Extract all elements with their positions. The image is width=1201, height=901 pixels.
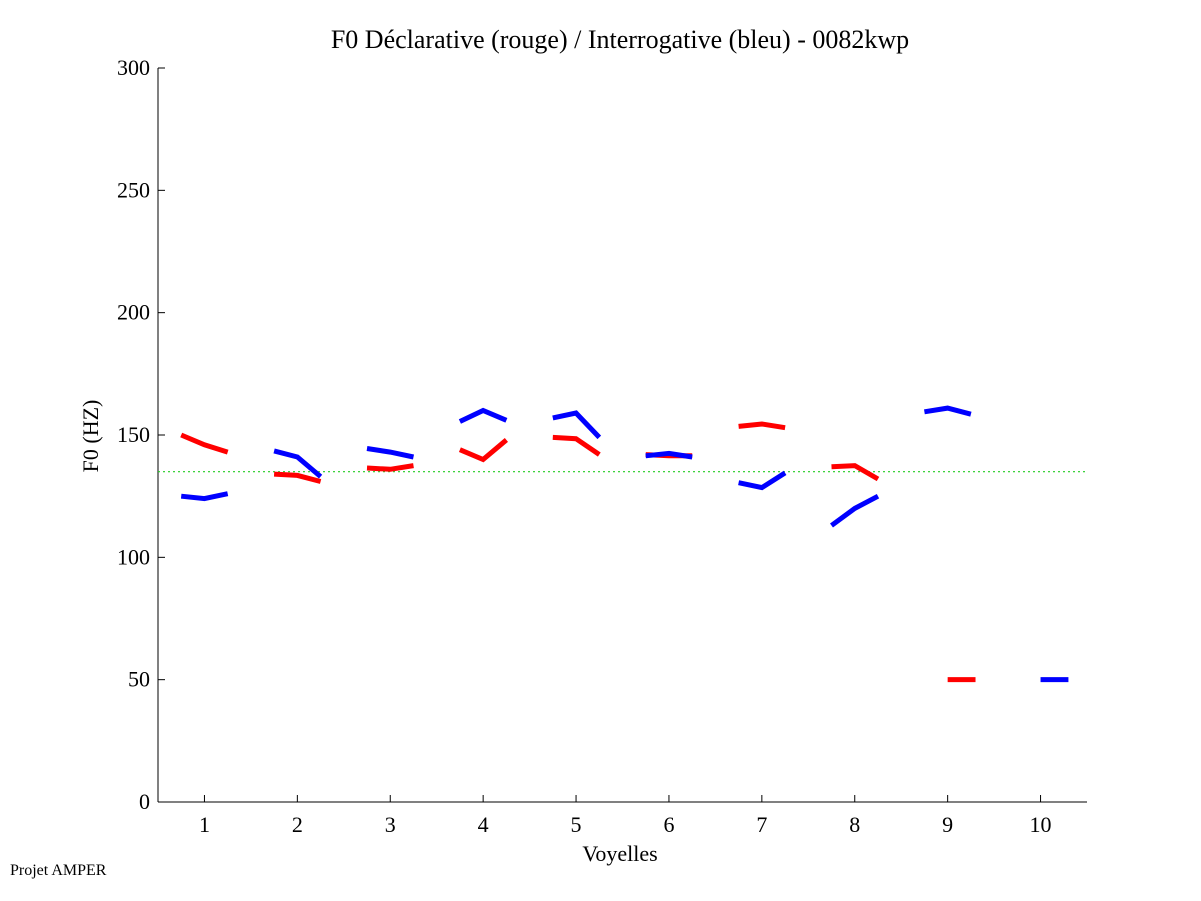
interrogative-segment-v3 [366, 446, 415, 460]
declarative-segment-v1 [180, 432, 229, 455]
interrogative-segment-v8 [830, 493, 880, 528]
y-tick-label: 250 [117, 177, 150, 202]
x-tick-label: 3 [385, 812, 396, 837]
x-tick-label: 4 [478, 812, 489, 837]
declarative-segment-v4 [458, 437, 509, 463]
declarative-segment-v5 [552, 434, 601, 457]
x-axis-label: Voyelles [582, 841, 657, 866]
interrogative-segment-v6 [645, 450, 693, 460]
x-tick-label: 7 [756, 812, 767, 837]
y-tick-label: 100 [117, 544, 150, 569]
declarative-segment-v7 [738, 421, 786, 431]
y-tick-label: 200 [117, 300, 150, 325]
x-tick-label: 9 [942, 812, 953, 837]
y-tick-label: 150 [117, 422, 150, 447]
x-tick-label: 2 [292, 812, 303, 837]
interrogative-segment-v2 [273, 448, 323, 479]
x-tick-label: 10 [1030, 812, 1052, 837]
chart-title: F0 Déclarative (rouge) / Interrogative (… [331, 25, 909, 54]
declarative-segment-v3 [366, 463, 414, 472]
y-axis-label: F0 (HZ) [78, 400, 103, 473]
plot-area: 0 50 100 150 200 250 300 1 2 3 4 5 6 7 8 9 10 [117, 55, 1087, 837]
interrogative-segment-v4 [458, 407, 508, 424]
y-tick-label: 0 [139, 789, 150, 814]
interrogative-segment-v1 [180, 491, 229, 502]
footer-credit: Projet AMPER [10, 862, 107, 879]
x-tick-label: 8 [849, 812, 860, 837]
declarative-segment-v8 [831, 463, 880, 482]
interrogative-segment-v7 [738, 470, 787, 491]
declarative-segment-v2 [273, 471, 322, 484]
x-tick-label: 6 [663, 812, 674, 837]
x-tick-label: 5 [571, 812, 582, 837]
y-tick-label: 300 [117, 55, 150, 80]
interrogative-segment-v9 [924, 405, 972, 417]
x-tick-label: 1 [199, 812, 210, 837]
y-tick-label: 50 [128, 667, 150, 692]
interrogative-segment-v5 [552, 410, 602, 440]
